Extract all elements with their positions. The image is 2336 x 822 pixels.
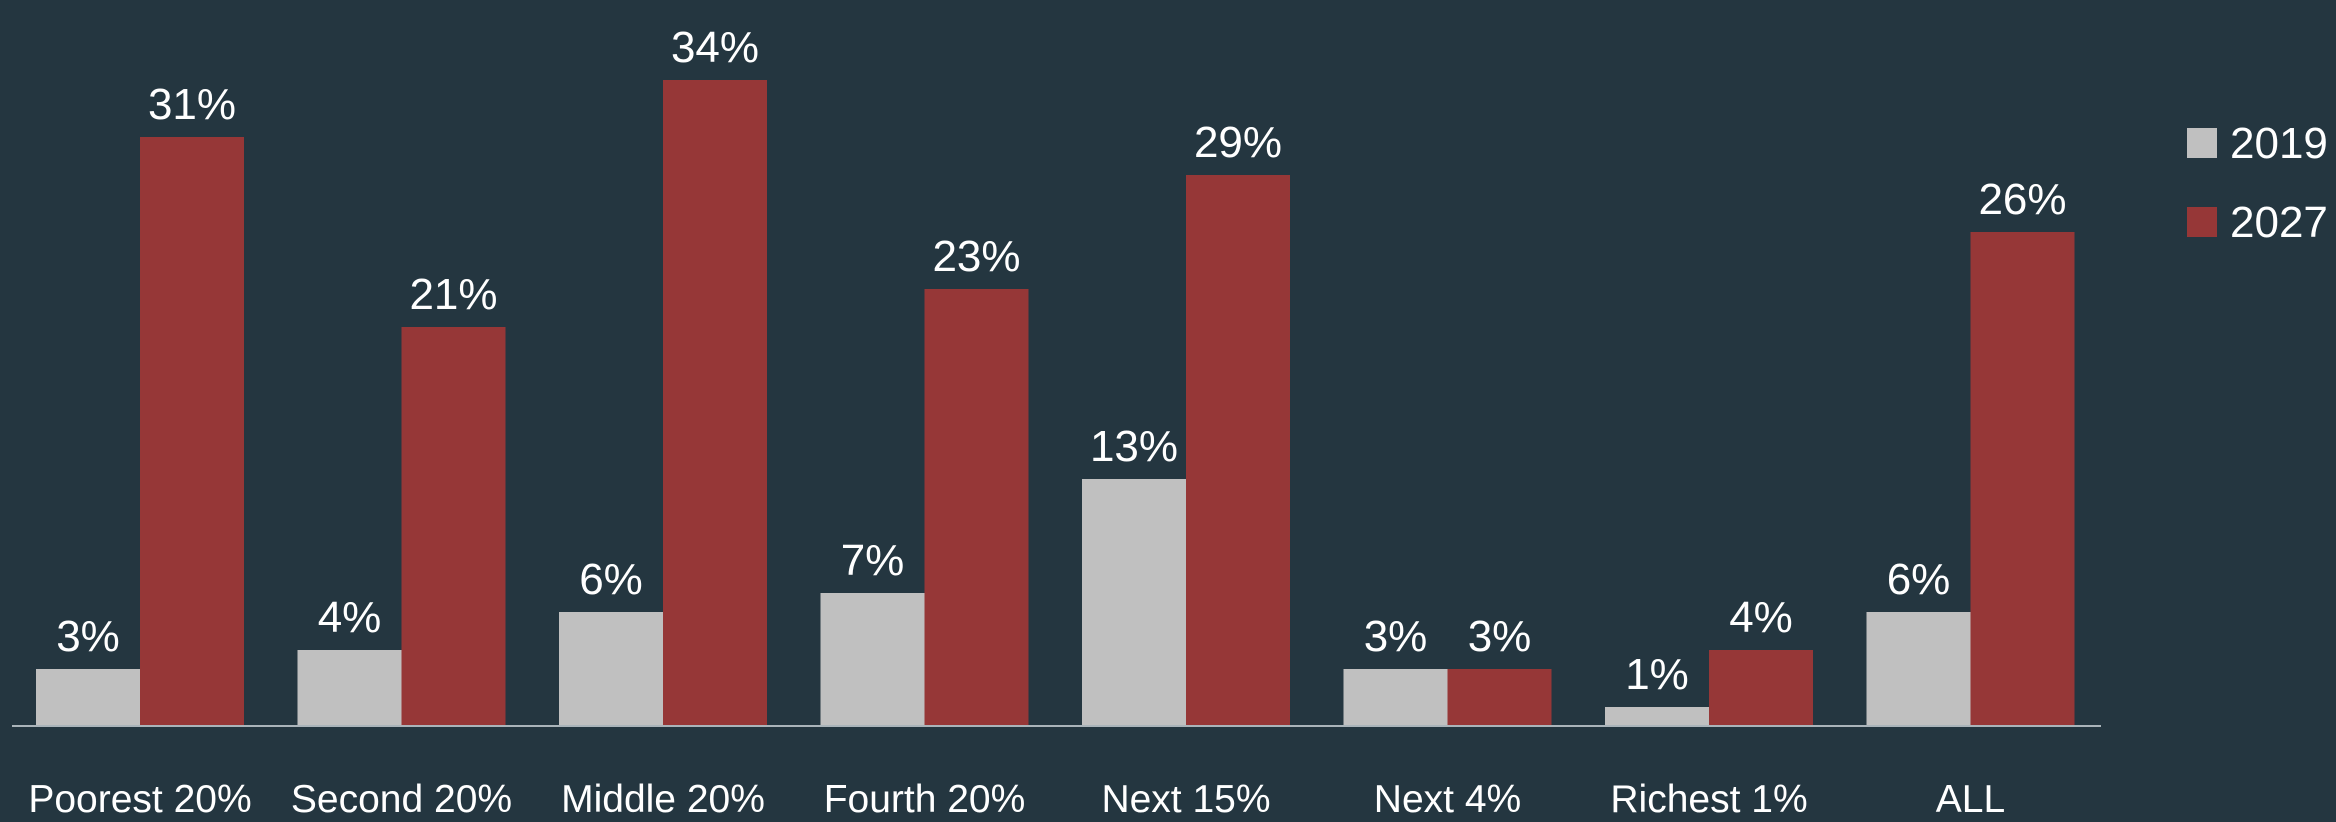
bar [1970,232,2075,726]
bar [924,289,1029,726]
legend-swatch [2187,207,2217,237]
x-tick-label: Poorest 20% [28,778,251,821]
bar [663,80,767,726]
data-label: 29% [1194,118,1282,167]
bar [1447,669,1552,726]
x-tick-label: Fourth 20% [824,778,1026,821]
data-label: 3% [1468,612,1532,661]
legend-label: 2019 [2230,119,2328,168]
data-label: 1% [1625,650,1689,699]
x-tick-label: Next 15% [1101,778,1270,821]
data-label: 4% [1729,593,1793,642]
bar [559,612,663,726]
legend-label: 2027 [2230,198,2328,247]
data-label: 26% [1978,175,2066,224]
bar [1186,175,1290,726]
data-label: 31% [148,80,236,129]
x-tick-label: Next 4% [1374,778,1521,821]
bar [1605,707,1709,726]
x-tick-label: Middle 20% [561,778,765,821]
bar [140,137,244,726]
bar [297,650,402,726]
data-label: 23% [932,232,1020,281]
legend-swatch [2187,128,2217,158]
data-label: 13% [1090,422,1178,471]
data-label: 21% [409,270,497,319]
x-tick-label: Richest 1% [1610,778,1807,821]
data-label: 3% [56,612,120,661]
bar [401,327,506,726]
x-tick-label: ALL [1936,778,2005,821]
data-label: 4% [318,593,382,642]
bar [1343,669,1448,726]
data-label: 7% [841,536,905,585]
bar [820,593,925,726]
data-label: 3% [1364,612,1428,661]
data-label: 34% [671,23,759,72]
bar [1082,479,1186,726]
data-label: 6% [579,555,643,604]
bar [1866,612,1971,726]
x-tick-label: Second 20% [291,778,512,821]
bar [36,669,140,726]
data-label: 6% [1887,555,1951,604]
bar [1709,650,1813,726]
